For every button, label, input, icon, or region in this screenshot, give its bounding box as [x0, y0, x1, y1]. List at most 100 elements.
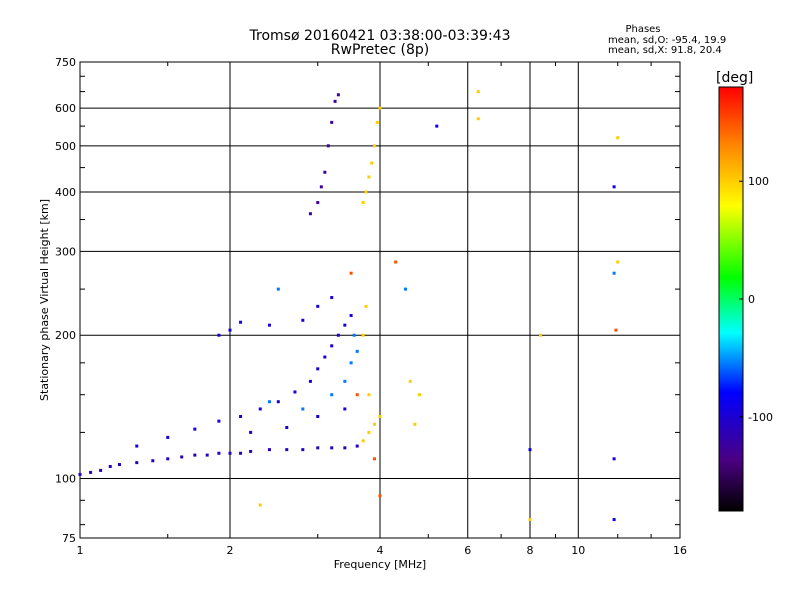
y-axis-label: Stationary phase Virtual Height [km]: [38, 199, 51, 401]
data-point: [330, 446, 334, 450]
data-point: [330, 120, 334, 124]
data-point: [367, 175, 371, 179]
x-tick-label: 1: [77, 544, 84, 557]
data-point: [364, 304, 368, 308]
data-point: [301, 318, 305, 322]
data-point: [394, 260, 398, 264]
data-point: [249, 449, 253, 453]
grid-lines: [80, 62, 680, 538]
data-point: [614, 328, 618, 332]
x-tick-label: 16: [673, 544, 687, 557]
data-point: [285, 425, 289, 429]
data-point: [616, 136, 620, 140]
data-point: [352, 333, 356, 337]
colorbar-tick-label: -100: [748, 411, 773, 424]
colorbar-ticks: 100 0 -100: [739, 175, 773, 424]
data-point: [276, 400, 280, 404]
data-point: [135, 444, 139, 448]
data-point: [135, 461, 139, 465]
data-point: [539, 333, 543, 337]
data-point: [612, 518, 616, 522]
y-tick-label: 750: [55, 56, 76, 69]
data-point: [375, 120, 379, 124]
data-point: [205, 453, 209, 457]
data-point: [476, 90, 480, 94]
data-point: [193, 453, 197, 457]
chart-title: Tromsø 20160421 03:38:00-03:39:43: [249, 28, 511, 44]
data-point: [151, 459, 155, 463]
data-point: [228, 451, 232, 455]
y-tick-label: 100: [55, 473, 76, 486]
data-point: [373, 457, 377, 461]
data-point: [78, 472, 82, 476]
data-point: [361, 333, 365, 337]
data-point: [417, 393, 421, 397]
data-point: [361, 439, 365, 443]
data-point: [323, 170, 327, 174]
chart-subtitle: RwPretec (8p): [331, 42, 429, 58]
colorbar-tick-label: 0: [748, 293, 755, 306]
data-point: [301, 448, 305, 452]
data-point: [89, 470, 93, 474]
data-point: [378, 494, 382, 498]
data-point: [293, 390, 297, 394]
data-point: [364, 190, 368, 194]
data-point: [343, 446, 347, 450]
data-point: [267, 400, 271, 404]
data-point: [330, 296, 334, 300]
data-point: [323, 355, 327, 359]
legend-heading: Phases: [625, 24, 660, 35]
data-point: [413, 422, 417, 426]
data-point: [258, 407, 262, 411]
data-point: [217, 333, 221, 337]
data-point: [343, 323, 347, 327]
data-point: [326, 144, 330, 148]
x-tick-label: 4: [377, 544, 384, 557]
data-point: [308, 379, 312, 383]
data-point: [367, 393, 371, 397]
data-point: [343, 407, 347, 411]
x-tick-label: 10: [571, 544, 585, 557]
data-point: [319, 185, 323, 189]
y-tick-label: 200: [55, 329, 76, 342]
data-point: [403, 287, 407, 291]
data-point: [333, 99, 337, 103]
data-point: [117, 463, 121, 467]
colorbar-label: [deg]: [716, 70, 753, 86]
data-point: [258, 503, 262, 507]
data-point: [476, 117, 480, 121]
data-point: [217, 419, 221, 423]
data-point: [267, 323, 271, 327]
data-point: [378, 414, 382, 418]
data-point: [336, 93, 340, 97]
data-point: [316, 201, 320, 205]
data-point: [355, 444, 359, 448]
data-point: [612, 185, 616, 189]
data-point: [408, 379, 412, 383]
data-point: [370, 161, 374, 165]
x-axis-ticks: 1 2 4 6 8 10 16: [77, 62, 687, 557]
data-point: [355, 349, 359, 353]
data-point: [276, 287, 280, 291]
x-axis-label: Frequency [MHz]: [334, 558, 426, 571]
data-point: [612, 271, 616, 275]
legend-line-x: mean, sd,X: 91.8, 20.4: [608, 45, 722, 56]
data-point: [435, 124, 439, 128]
data-point: [193, 427, 197, 431]
data-point: [367, 430, 371, 434]
data-point: [180, 455, 184, 459]
y-axis-ticks: 75 100 200 300 400 500 600 750: [55, 56, 680, 545]
data-point: [349, 361, 353, 365]
data-point: [228, 328, 232, 332]
data-point: [316, 446, 320, 450]
data-point: [166, 435, 170, 439]
legend-line-o: mean, sd,O: -95.4, 19.9: [608, 35, 726, 46]
data-point: [343, 379, 347, 383]
y-tick-label: 300: [55, 245, 76, 258]
data-point: [249, 430, 253, 434]
data-point: [239, 451, 243, 455]
data-point: [330, 344, 334, 348]
data-point: [108, 464, 112, 468]
data-point: [308, 212, 312, 216]
